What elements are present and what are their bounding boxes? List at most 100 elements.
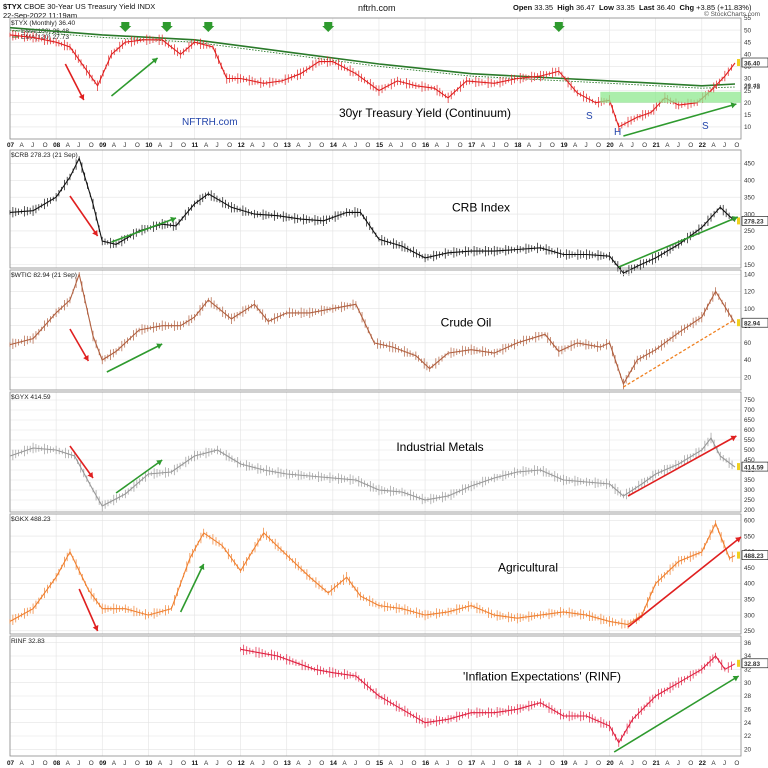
panel-label: $CRB 278.23 (21 Sep) (11, 152, 78, 159)
y-tick-label: 450 (744, 565, 755, 572)
x-month-label: J (584, 142, 587, 149)
x-year-label: 12 (238, 142, 246, 149)
up-arrow-head (732, 676, 739, 682)
legend-entry: EMA(120) 27.73 (21, 34, 69, 41)
last-value-label: 488.23 (744, 553, 764, 560)
x-month-label: J (677, 760, 680, 767)
x-year-label: 14 (330, 760, 338, 767)
series-line (9, 156, 736, 274)
x-month-label: A (665, 760, 670, 767)
up-arrow (115, 459, 163, 494)
x-month-label: A (388, 760, 393, 767)
annotation-s-right: S (702, 121, 709, 132)
y-tick-label: 140 (744, 271, 755, 278)
x-month-label: J (31, 760, 34, 767)
series-line (9, 272, 736, 386)
annotation-s-left: S (586, 111, 593, 122)
panel-crb: 150 200 250 300 350 400 450 $CRB 278.23 (21 Sep… (9, 149, 768, 277)
x-month-label: O (550, 142, 555, 149)
down-arrow (64, 63, 85, 101)
y-tick-label: 100 (744, 306, 755, 313)
x-month-label: J (262, 142, 265, 149)
panel-frame (9, 17, 742, 140)
x-month-label: A (112, 142, 117, 149)
y-tick-label: 25 (744, 88, 752, 95)
x-month-label: O (734, 142, 739, 149)
x-month-label: J (446, 142, 449, 149)
x-month-label: J (216, 760, 219, 767)
y-tick-label: 550 (744, 533, 755, 540)
last-value-marker (737, 463, 740, 471)
x-month-label: A (296, 142, 301, 149)
x-axis-top: 07 A J O 08 A J O 09 A J O 10 A J O 11 A J O 12 A J O 13 A J O 14 A J O… (7, 142, 739, 149)
y-tick-label: 650 (744, 417, 755, 424)
x-year-label: 12 (238, 760, 246, 767)
up-arrow-head (198, 564, 205, 570)
y-tick-label: 55 (744, 15, 752, 22)
y-tick-label: 350 (744, 194, 755, 201)
y-tick-label: 120 (744, 289, 755, 296)
panel-frame (9, 513, 742, 635)
x-month-label: O (135, 142, 140, 149)
x-month-label: A (204, 142, 209, 149)
panel-label: $TYX (Monthly) 36.40 (11, 20, 75, 27)
x-month-label: O (227, 142, 232, 149)
panel-tyx: 10152025303540455055$TYX (Monthly) 36.40… (9, 15, 768, 140)
y-tick-label: 750 (744, 397, 755, 404)
x-month-label: J (308, 760, 311, 767)
y-tick-label: 10 (744, 124, 752, 131)
up-arrow-head (730, 102, 737, 109)
y-tick-label: 550 (744, 437, 755, 444)
y-tick-label: 700 (744, 407, 755, 414)
x-month-label: A (527, 760, 532, 767)
y-tick-label: 30 (744, 680, 752, 687)
x-year-label: 15 (376, 760, 384, 767)
x-month-label: J (584, 760, 587, 767)
open-value: 33.35 (534, 3, 554, 12)
credit: © StockCharts.com (704, 11, 761, 18)
down-arrow-head (83, 355, 89, 361)
x-year-label: 21 (653, 760, 661, 767)
x-month-label: A (296, 760, 301, 767)
y-tick-label: 250 (744, 497, 755, 504)
y-tick-label: 450 (744, 457, 755, 464)
x-month-label: J (723, 142, 726, 149)
x-year-label: 18 (514, 760, 522, 767)
up-arrow (111, 217, 177, 243)
x-month-label: O (181, 760, 186, 767)
x-month-label: J (31, 142, 34, 149)
x-month-label: A (435, 142, 440, 149)
x-month-label: O (43, 142, 48, 149)
x-month-label: O (734, 760, 739, 767)
last-value-marker (737, 217, 740, 225)
up-arrow-red (627, 536, 742, 628)
x-year-label: 09 (99, 142, 107, 149)
x-month-label: J (538, 142, 541, 149)
header-symbol-line: $TYX CBOE 30-Year US Treasury Yield INDX (3, 2, 155, 11)
y-tick-label: 60 (744, 340, 752, 347)
x-month-label: O (504, 760, 509, 767)
up-arrow (179, 563, 205, 613)
up-arrow (110, 57, 159, 97)
x-month-label: A (158, 142, 163, 149)
y-tick-label: 45 (744, 39, 752, 46)
panel-frame (9, 391, 742, 513)
green-marker-arrow (160, 22, 173, 32)
panel-label: $GYX 414.59 (11, 394, 51, 401)
x-month-label: O (365, 760, 370, 767)
x-year-label: 14 (330, 142, 338, 149)
x-month-label: J (538, 760, 541, 767)
x-year-label: 22 (699, 142, 707, 149)
x-month-label: O (273, 142, 278, 149)
x-month-label: A (250, 142, 255, 149)
x-month-label: O (688, 142, 693, 149)
y-tick-label: 350 (744, 477, 755, 484)
y-tick-label: 400 (744, 581, 755, 588)
x-month-label: J (631, 760, 634, 767)
x-month-label: A (204, 760, 209, 767)
y-tick-label: 250 (744, 228, 755, 235)
support-band (600, 91, 741, 103)
x-month-label: O (181, 142, 186, 149)
